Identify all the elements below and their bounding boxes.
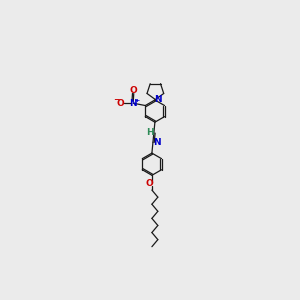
Text: O: O: [116, 99, 124, 108]
Text: O: O: [145, 179, 153, 188]
Text: H: H: [146, 128, 154, 136]
Text: O: O: [130, 86, 138, 95]
Text: N: N: [153, 138, 161, 147]
Text: −: −: [113, 95, 120, 104]
Text: N: N: [130, 99, 137, 108]
Text: N: N: [154, 95, 162, 104]
Text: +: +: [134, 98, 139, 103]
